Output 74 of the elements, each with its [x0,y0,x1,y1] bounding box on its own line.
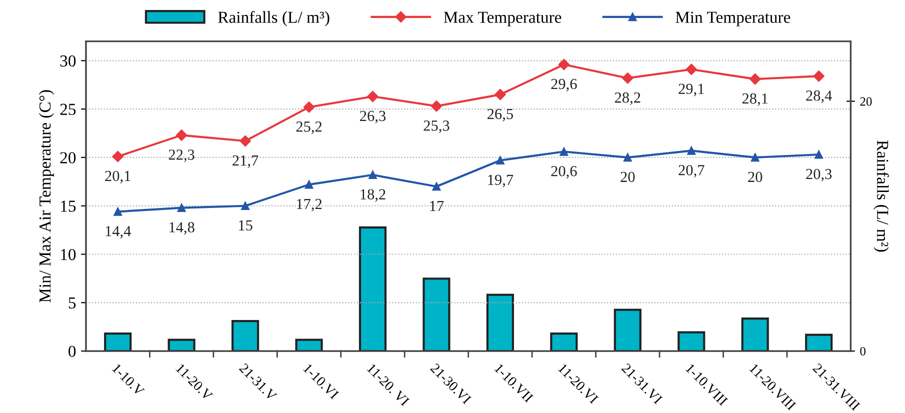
point [558,58,570,70]
point [432,182,441,191]
data-label: 20,6 [551,166,577,178]
data-label: 18,2 [360,189,386,202]
bar [232,320,260,352]
point [494,88,506,100]
point [112,150,124,162]
bar [805,334,833,352]
data-label: 19,7 [488,174,514,188]
data-label: 28,2 [614,92,640,105]
y2-axis-title: Rainfalls (L/ m²) [874,140,889,252]
legend-label: Min Temperature [676,12,790,26]
point [813,70,824,82]
data-label: 28,4 [806,90,832,103]
data-label: 21,7 [232,155,258,168]
point [304,180,314,189]
point [241,202,250,210]
data-label: 28,1 [742,93,768,106]
point [560,147,568,156]
data-label: 26,3 [360,110,386,124]
legend-label: Rainfalls (L/ m³) [218,11,330,26]
point [622,72,634,84]
point [750,73,761,85]
y2-tick-label: 20 [860,97,872,106]
point [303,102,315,113]
y-tick-label: 15 [61,200,76,212]
y-tick-label: 0 [68,346,76,357]
bar [614,308,642,352]
y-tick-label: 20 [60,152,76,164]
data-label: 25,3 [424,120,450,133]
data-label: 17 [430,200,444,211]
point [114,207,122,216]
y-axis-title: Min/ Max Air Temperature (C°) [38,90,54,302]
bar [741,318,769,352]
point [686,64,697,75]
bar [422,278,450,352]
data-label: 25,2 [296,121,322,134]
data-label: 29,6 [551,78,577,92]
point [240,135,251,147]
bar [358,226,387,352]
data-label: 14,8 [170,222,194,235]
point [367,90,378,102]
data-label: 20,3 [806,168,832,182]
y-tick-label: 25 [60,104,76,116]
bar [295,338,323,352]
y2-tick-label: 0 [860,347,866,356]
point [177,204,186,212]
data-label: 20 [748,172,762,182]
data-label: 17,2 [296,198,322,212]
y-tick-label: 30 [60,55,76,67]
point [496,156,504,165]
data-label: 26,5 [488,108,513,122]
point [368,170,377,180]
point [623,153,632,162]
data-label: 15 [239,220,252,230]
bar [486,294,514,352]
point [176,130,188,141]
data-label: 14,4 [106,226,131,238]
bar [550,332,578,352]
data-label: 22,3 [168,150,194,162]
point [430,100,442,112]
point [814,150,824,159]
data-label: 20,7 [678,165,704,178]
bar [678,331,706,352]
point [750,153,760,162]
y-tick-label: 10 [61,248,76,260]
bar [104,332,132,352]
data-label: 20,1 [105,170,130,184]
point [687,146,696,155]
bar [168,338,196,352]
data-label: 20 [620,172,635,182]
legend-label: Max Temperature [444,12,562,26]
y-tick-label: 5 [68,298,76,309]
data-label: 29,1 [678,84,704,96]
